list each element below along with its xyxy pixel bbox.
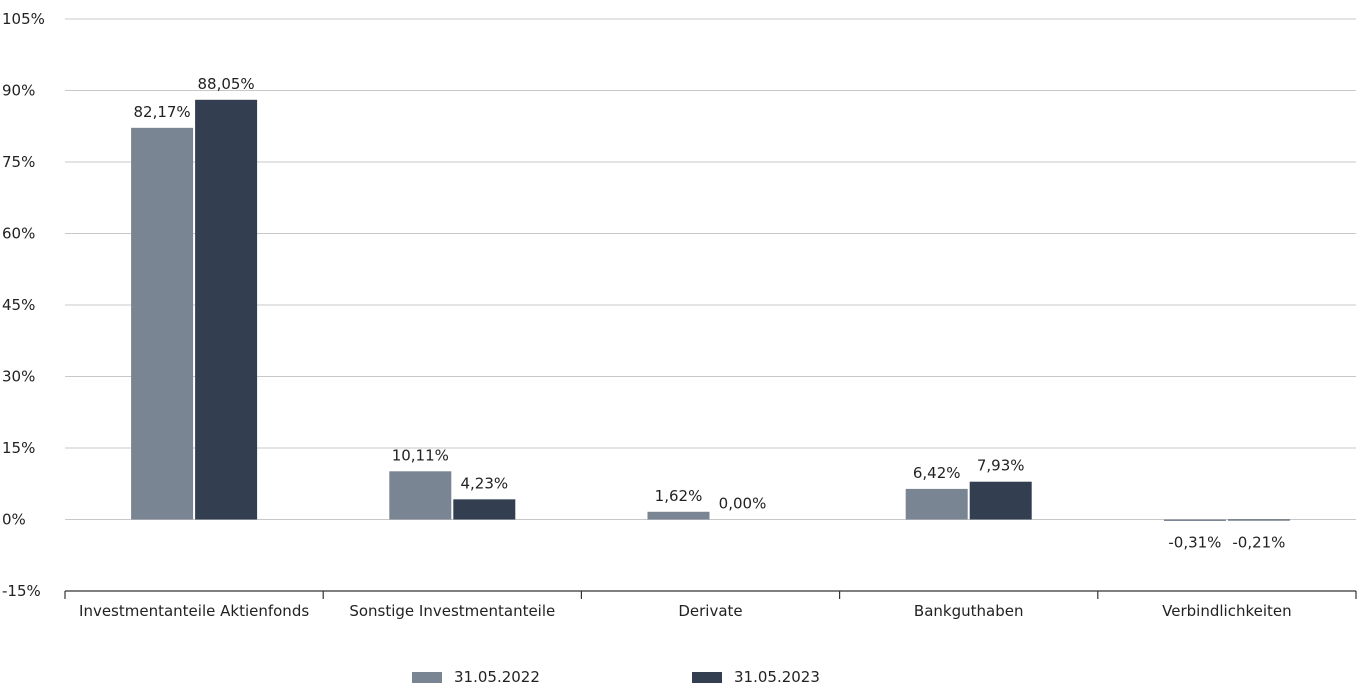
legend-label-2022: 31.05.2022 [454, 668, 540, 686]
x-category-label: Verbindlichkeiten [1162, 602, 1291, 620]
data-label: 7,93% [977, 457, 1025, 475]
legend-item-2022: 31.05.2022 [412, 668, 692, 686]
y-tick-label: 45% [2, 296, 35, 314]
data-label: 88,05% [197, 75, 254, 93]
x-category-label: Bankguthaben [914, 602, 1024, 620]
legend-swatch-2022 [412, 671, 442, 683]
y-tick-label: 15% [2, 439, 35, 457]
data-label: 0,00% [719, 495, 767, 513]
y-tick-label: 75% [2, 153, 35, 171]
bars [131, 99, 1290, 521]
x-category-label: Derivate [678, 602, 742, 620]
bar-2022 [647, 511, 710, 520]
data-label: 4,23% [460, 474, 508, 492]
bar-2023 [1227, 519, 1290, 521]
legend-label-2023: 31.05.2023 [734, 668, 820, 686]
y-tick-label: 0% [2, 511, 26, 529]
data-label: 10,11% [392, 446, 449, 464]
legend-swatch-2023 [692, 671, 722, 683]
bar-2023 [195, 99, 258, 520]
bar-chart: -15% 0% 15% 30% 45% 60% 75% 90% 105% 82,17% 88,05… [2, 10, 1357, 620]
y-axis: -15% 0% 15% 30% 45% 60% 75% 90% 105% [2, 10, 45, 600]
data-label: 6,42% [913, 464, 961, 482]
legend: 31.05.2022 31.05.2023 [412, 668, 972, 686]
bar-2023 [969, 481, 1032, 520]
data-labels: 82,17% 88,05% 10,11% 4,23% 1,62% 0,00% 6,42% 7,… [133, 75, 1285, 552]
bar-2023 [453, 499, 516, 520]
bar-2022 [131, 127, 194, 520]
bar-2022 [389, 471, 452, 520]
x-category-label: Investmentanteile Aktienfonds [79, 602, 309, 620]
bar-2022 [1163, 519, 1226, 521]
y-tick-label: -15% [2, 582, 41, 600]
data-label: -0,31% [1168, 534, 1221, 552]
legend-item-2023: 31.05.2023 [692, 668, 972, 686]
y-tick-label: 90% [2, 82, 35, 100]
data-label: 1,62% [655, 487, 703, 505]
y-tick-label: 30% [2, 368, 35, 386]
bar-2022 [905, 488, 968, 520]
y-tick-label: 60% [2, 225, 35, 243]
data-label: -0,21% [1232, 534, 1285, 552]
x-axis: Investmentanteile Aktienfonds Sonstige In… [64, 590, 1357, 620]
grid-lines [65, 18, 1356, 520]
y-tick-label: 105% [2, 10, 45, 28]
x-category-label: Sonstige Investmentanteile [349, 602, 555, 620]
data-label: 82,17% [133, 103, 190, 121]
